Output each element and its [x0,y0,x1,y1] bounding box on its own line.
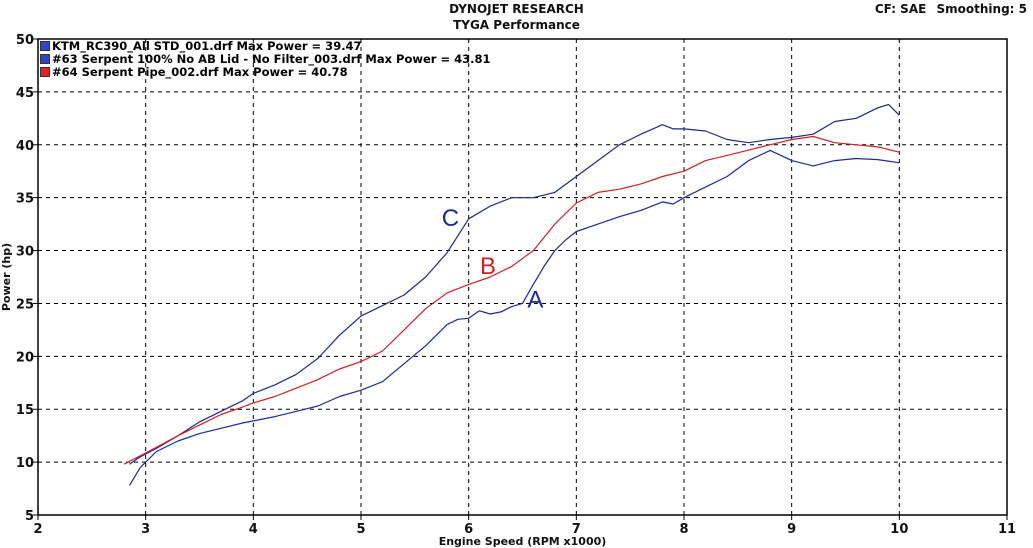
y-tick-label: 10 [16,456,34,471]
y-tick-label: 45 [16,86,34,101]
legend-label: #64 Serpent Pipe_002.drf Max Power = 40.… [52,64,348,79]
smoothing-label: Smoothing: 5 [936,2,1028,16]
y-tick-label: 15 [16,403,34,418]
y-tick-label: 20 [16,350,34,365]
chart-subtitle: TYGA Performance [453,18,580,32]
grid-lines [38,39,1007,515]
plot-frame [37,38,1008,516]
chart-title: DYNOJET RESEARCH [449,2,584,16]
y-axis-title: Power (hp) [0,243,13,311]
y-tick-label: 50 [16,33,34,48]
x-tick-label: 9 [787,522,796,537]
header-info: CF: SAE Smoothing: 5 [869,2,1027,16]
x-tick-label: 10 [890,522,908,537]
legend-item: KTM_RC390_All STD_001.drf Max Power = 39… [40,38,490,53]
x-tick-label: 5 [356,522,365,537]
x-tick-label: 7 [572,522,581,537]
series-line-1 [128,149,900,486]
curve-label-c: C [442,205,459,232]
x-tick-label: 2 [33,522,42,537]
legend: KTM_RC390_All STD_001.drf Max Power = 39… [40,38,491,79]
y-tick-label: 40 [16,139,34,154]
series-lines [123,103,900,486]
x-axis-title: Engine Speed (RPM x1000) [439,535,607,548]
legend-label: #63 Serpent 100% No AB Lid - No Filter_0… [52,51,491,66]
series-line-2 [129,103,900,465]
x-tick-label: 4 [249,522,258,537]
x-tick-label: 3 [141,522,150,537]
x-tick-label: 11 [998,522,1016,537]
curve-annotations: A BC [442,205,544,313]
y-tick-label: 30 [16,245,34,260]
curve-label-a: A [527,287,543,314]
legend-label: KTM_RC390_All STD_001.drf Max Power = 39… [52,38,362,53]
y-tick-label: 25 [16,297,34,312]
series-line-3 [123,135,900,465]
legend-swatch [40,40,50,51]
legend-item: #64 Serpent Pipe_002.drf Max Power = 40.… [40,64,490,79]
legend-swatch [40,66,50,77]
legend-swatch [40,53,50,64]
x-tick-label: 8 [679,522,688,537]
cf-label: CF: SAE [874,2,927,16]
y-tick-label: 5 [25,509,34,524]
y-tick-label: 35 [16,192,34,207]
legend-item: #63 Serpent 100% No AB Lid - No Filter_0… [40,51,491,66]
x-tick-label: 6 [464,522,473,537]
curve-label-b: B [480,253,496,280]
